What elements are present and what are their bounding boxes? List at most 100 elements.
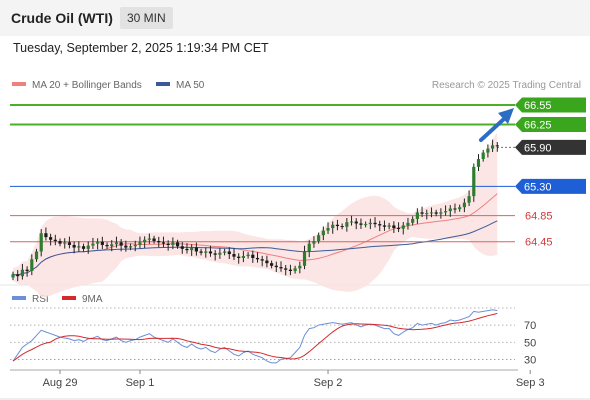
candle-body [425, 213, 429, 215]
candle-body [119, 242, 123, 246]
candle-body [279, 267, 283, 269]
legend-9ma-label: 9MA [82, 294, 103, 305]
timeframe-button[interactable]: 30 MIN [120, 7, 173, 29]
rsi-level-label-50: 50 [524, 337, 536, 349]
candle-body [293, 268, 297, 271]
candle-body [124, 245, 128, 248]
candle-body [472, 166, 476, 197]
x-tick-label-2: Sep 2 [314, 377, 343, 389]
candle-body [246, 254, 250, 257]
candle-body [91, 243, 95, 246]
candle-body [448, 208, 452, 212]
candle-body [20, 269, 25, 277]
candle-body [251, 254, 255, 258]
header-bar: Crude Oil (WTI) 30 MIN [0, 0, 590, 36]
candle-body [434, 212, 438, 214]
candle-body [373, 222, 377, 225]
forecast-arrow-head [498, 108, 514, 124]
candle-body [237, 256, 241, 258]
candle-body [288, 269, 293, 271]
bollinger-bands-fill [13, 132, 498, 298]
candle-body [467, 196, 471, 203]
level-label-64.85: 64.85 [525, 211, 553, 223]
candle-body [25, 269, 29, 271]
candle-body [439, 212, 443, 214]
candle-body [114, 242, 119, 245]
candle-body [166, 243, 170, 245]
candle-body [49, 237, 53, 240]
candle-body [321, 230, 325, 236]
candle-body [208, 251, 213, 254]
candle-body [476, 159, 481, 167]
x-tick-label-3: Sep 3 [516, 377, 545, 389]
candle-body [44, 233, 48, 238]
candle-body [161, 242, 166, 244]
candle-body [213, 253, 217, 255]
level-label-65.30: 65.30 [524, 181, 552, 193]
candle-body [110, 244, 114, 247]
candle-body [274, 265, 278, 268]
candle-body [199, 251, 203, 253]
legend-ma20: MA 20 + Bollinger Bands [12, 80, 142, 91]
candle-body [481, 152, 485, 160]
candle-body [241, 256, 245, 258]
candle-body [368, 222, 372, 225]
candle-body [317, 235, 321, 242]
legend-ma50-label: MA 50 [176, 80, 205, 91]
candle-body [204, 251, 208, 253]
candle-body [458, 207, 462, 210]
candle-body [100, 241, 104, 245]
legend-rsi-label: RSI [32, 294, 49, 305]
candle-body [81, 246, 86, 249]
candle-body [138, 242, 142, 245]
candle-body [265, 260, 269, 264]
rsi-line [12, 309, 498, 364]
credit: Research © 2025 Trading Central [431, 80, 581, 91]
candle-body [302, 251, 307, 266]
candle-body [415, 212, 419, 219]
candle-body [335, 224, 340, 227]
level-tag-65.90 [515, 139, 586, 155]
candle-body [180, 246, 184, 249]
candle-body [396, 228, 401, 230]
ma50-swatch [156, 82, 170, 87]
legend-ma50: MA 50 [156, 80, 204, 91]
candle-body [490, 145, 495, 149]
candle-body [411, 218, 415, 223]
candle-body [77, 246, 81, 248]
candle-body [453, 208, 457, 210]
candle-body [67, 242, 72, 245]
level-tag-66.25 [515, 117, 586, 133]
bottom-border [0, 398, 590, 400]
candle-body [307, 243, 311, 252]
candle-body [30, 259, 34, 271]
candle-body [364, 224, 368, 226]
candle-body [11, 274, 15, 278]
candle-body [222, 251, 227, 253]
candle-body [72, 244, 76, 248]
candle-body [194, 247, 198, 252]
candle-body [359, 223, 363, 225]
candle-body [392, 225, 396, 229]
candle-body [218, 252, 222, 255]
candle-body [39, 233, 43, 252]
candle-body [312, 241, 316, 244]
candle-body [443, 211, 448, 213]
level-label-66.55: 66.55 [524, 100, 552, 112]
candle-body [175, 242, 180, 247]
candle-body [260, 259, 264, 261]
candle-body [16, 274, 20, 277]
rsi-level-label-70: 70 [524, 320, 536, 332]
candle-body [53, 239, 57, 242]
candle-body [133, 244, 137, 247]
level-tag-66.55 [515, 97, 586, 113]
rsi-level-label-30: 30 [524, 354, 536, 366]
candle-body [420, 212, 424, 214]
ma20-swatch [12, 82, 26, 87]
candle-body [86, 245, 90, 249]
candle-body [345, 222, 349, 227]
candle-body [157, 241, 161, 243]
candle-body [232, 254, 236, 257]
candle-body [382, 225, 387, 227]
